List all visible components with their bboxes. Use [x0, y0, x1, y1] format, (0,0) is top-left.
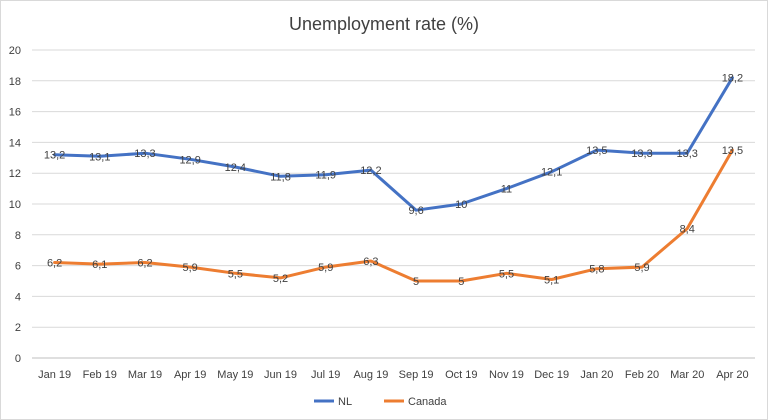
data-label: 12,4: [225, 162, 246, 174]
x-tick-label: Feb 20: [625, 369, 659, 381]
legend-label-canada: Canada: [408, 396, 447, 408]
data-label: 6,2: [47, 258, 62, 270]
data-label: 5,9: [318, 262, 333, 274]
y-tick-label: 2: [15, 322, 21, 334]
data-label: 11,9: [315, 170, 336, 182]
data-label: 13,3: [677, 148, 698, 160]
series-line-nl: [53, 76, 734, 212]
data-label: 13,3: [134, 148, 155, 160]
x-tick-label: Jan 20: [580, 369, 613, 381]
y-tick-label: 12: [9, 168, 21, 180]
data-label: 13,1: [89, 151, 110, 163]
legend: NL Canada: [314, 396, 447, 408]
x-tick-label: Apr 19: [174, 369, 206, 381]
x-tick-label: Jun 19: [264, 369, 297, 381]
x-tick-label: Sep 19: [399, 369, 434, 381]
data-label: 13,5: [586, 145, 607, 157]
y-tick-label: 18: [9, 76, 21, 88]
data-label: 5,9: [634, 262, 649, 274]
data-label: 11: [501, 184, 512, 196]
x-tick-label: Aug 19: [353, 369, 388, 381]
data-label: 18,2: [722, 73, 743, 85]
data-label: 12,1: [541, 167, 562, 179]
data-label: 5,1: [544, 274, 559, 286]
y-tick-label: 10: [9, 199, 21, 211]
legend-label-nl: NL: [338, 396, 352, 408]
data-label: 10: [455, 199, 467, 211]
x-tick-label: Oct 19: [445, 369, 477, 381]
data-label: 5,8: [589, 264, 604, 276]
x-tick-label: Jul 19: [311, 369, 340, 381]
y-tick-label: 14: [9, 137, 21, 149]
data-label: 5,5: [228, 268, 243, 280]
y-tick-label: 20: [9, 45, 21, 57]
data-label: 12,2: [360, 165, 381, 177]
x-tick-label: Mar 20: [670, 369, 704, 381]
x-tick-label: Dec 19: [534, 369, 569, 381]
y-tick-label: 6: [15, 261, 21, 273]
data-label: 12,9: [179, 154, 200, 166]
y-tick-label: 0: [15, 353, 21, 365]
chart-title: Unemployment rate (%): [289, 14, 479, 34]
x-tick-label: Nov 19: [489, 369, 524, 381]
data-label: 9,6: [408, 205, 423, 217]
data-label: 5,9: [183, 262, 198, 274]
series-lines: [53, 76, 734, 283]
y-tick-label: 16: [9, 107, 21, 119]
data-label: 5,2: [273, 273, 288, 285]
data-label: 5: [413, 276, 419, 288]
data-label: 5,5: [499, 268, 514, 280]
x-tick-label: Feb 19: [83, 369, 117, 381]
data-label: 6,3: [363, 256, 378, 268]
x-tick-label: May 19: [217, 369, 253, 381]
data-label: 13,5: [722, 145, 743, 157]
data-label: 13,2: [44, 150, 65, 162]
x-tick-label: Jan 19: [38, 369, 71, 381]
data-label: 6,2: [137, 258, 152, 270]
gridlines: [32, 49, 755, 359]
x-tick-label: Mar 19: [128, 369, 162, 381]
x-tick-label: Apr 20: [716, 369, 748, 381]
data-label: 13,3: [631, 148, 652, 160]
data-label: 6,1: [92, 259, 107, 271]
series-line-canada: [53, 148, 734, 283]
x-axis: Jan 19 Feb 19 Mar 19 Apr 19 May 19 Jun 19 Jul …: [38, 369, 749, 381]
data-labels: 13,2 13,1 13,3 12,9 12,4 11,8 11,9 12,2 9,6 10 11 1…: [44, 73, 743, 288]
data-label: 8,4: [680, 224, 695, 236]
y-tick-label: 8: [15, 230, 21, 242]
y-tick-label: 4: [15, 291, 21, 303]
y-axis: 0 2 4 6 8 10 12 14 16 18 20: [9, 45, 21, 365]
data-label: 5: [458, 276, 464, 288]
data-label: 11,8: [270, 171, 291, 183]
